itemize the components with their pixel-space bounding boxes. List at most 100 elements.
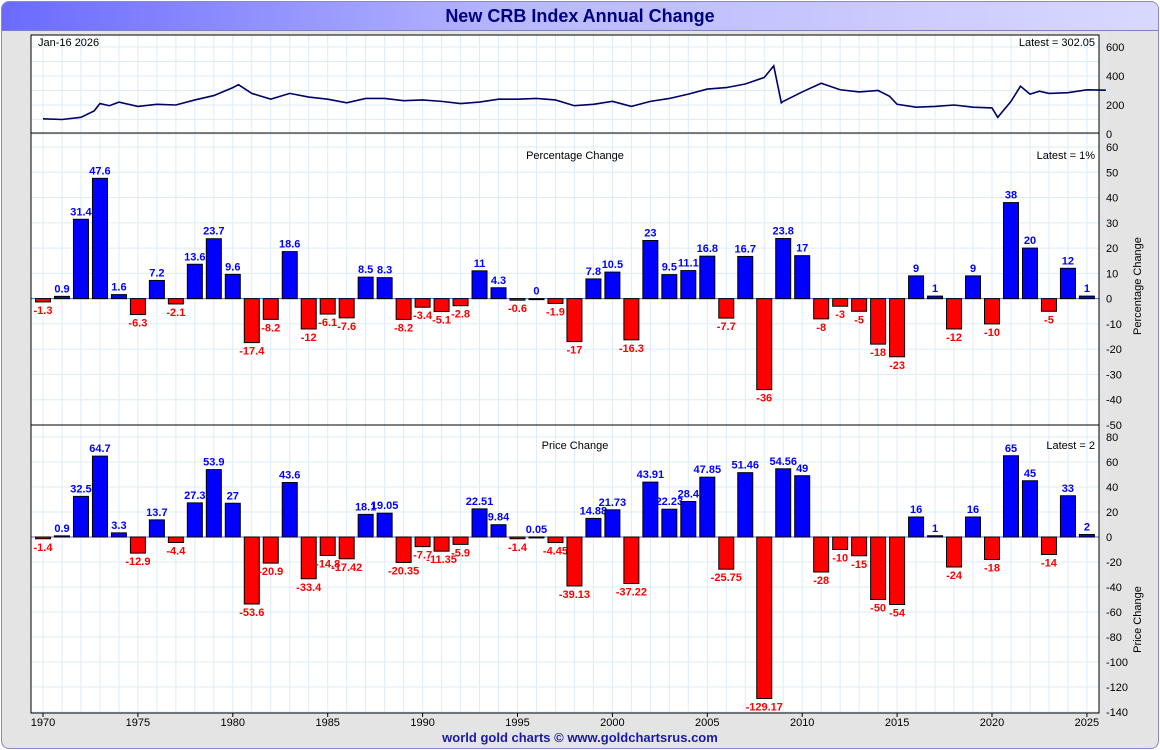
bar-2005 bbox=[699, 255, 716, 300]
bar-2020 bbox=[984, 536, 1000, 560]
bar-label-2004: 11.1 bbox=[678, 258, 699, 270]
bar-1983 bbox=[281, 482, 298, 538]
bar-1986 bbox=[338, 536, 355, 560]
bar-label-1985: -6.1 bbox=[318, 317, 337, 329]
bar-label-1983: 18.6 bbox=[279, 239, 300, 251]
bar-1982 bbox=[262, 298, 279, 320]
bar-label-2025: 2 bbox=[1084, 522, 1090, 534]
bar-2025 bbox=[1078, 295, 1095, 300]
bar-label-1970: -1.3 bbox=[34, 305, 53, 317]
bar-1998 bbox=[566, 298, 583, 343]
bar-1982 bbox=[262, 536, 279, 564]
bar-label-2001: -37.22 bbox=[616, 587, 647, 599]
bar-label-1978: 13.6 bbox=[184, 251, 205, 263]
bar-2012 bbox=[832, 536, 849, 550]
bar-2022 bbox=[1021, 247, 1038, 300]
bar-1991 bbox=[433, 298, 450, 313]
x-tick-label: 2015 bbox=[885, 717, 909, 729]
bar-1971 bbox=[53, 535, 70, 538]
bar-2019 bbox=[965, 275, 982, 300]
bar-1987 bbox=[357, 276, 374, 300]
bar-1994 bbox=[490, 524, 507, 538]
x-tick-label: 2005 bbox=[695, 717, 719, 729]
bar-label-1995: -1.4 bbox=[508, 542, 528, 554]
bar-1972 bbox=[72, 218, 89, 300]
bar-label-2015: -54 bbox=[889, 608, 906, 620]
bar-2018 bbox=[946, 536, 963, 568]
bar-2016 bbox=[908, 275, 925, 300]
bar-1983 bbox=[281, 251, 298, 300]
bar-label-1976: 7.2 bbox=[149, 267, 164, 279]
bar-1979 bbox=[205, 238, 222, 300]
bar-label-1998: -39.13 bbox=[559, 589, 590, 601]
y-tick-label: 40 bbox=[1106, 193, 1118, 205]
bar-label-1987: 8.5 bbox=[358, 264, 373, 276]
bar-label-2006: -25.75 bbox=[711, 572, 742, 584]
bar-label-1989: -20.35 bbox=[388, 565, 419, 577]
y-tick-label: -100 bbox=[1106, 657, 1128, 669]
bar-1974 bbox=[110, 294, 127, 300]
bar-1996 bbox=[528, 298, 545, 301]
bar-label-1979: 53.9 bbox=[203, 457, 224, 469]
y-tick-label: 400 bbox=[1106, 71, 1124, 83]
y-axis-label: Price Change bbox=[1132, 586, 1144, 653]
bar-1988 bbox=[376, 277, 393, 300]
bar-1999 bbox=[585, 278, 602, 300]
bar-label-2023: -5 bbox=[1044, 314, 1054, 326]
bar-1994 bbox=[490, 287, 507, 300]
bar-label-1982: -8.2 bbox=[261, 322, 280, 334]
bar-label-2018: -12 bbox=[946, 332, 962, 344]
bar-1985 bbox=[319, 298, 336, 315]
y-tick-label: 0 bbox=[1106, 129, 1112, 141]
bar-label-1977: -2.1 bbox=[166, 307, 185, 319]
bar-1995 bbox=[509, 536, 526, 540]
bar-label-2003: 9.5 bbox=[662, 262, 677, 274]
bar-1991 bbox=[433, 536, 450, 552]
bar-2006 bbox=[718, 536, 735, 570]
bar-label-2007: 16.7 bbox=[735, 243, 756, 255]
bar-1992 bbox=[452, 536, 469, 545]
bar-1998 bbox=[566, 536, 583, 587]
y-tick-label: -20 bbox=[1106, 344, 1122, 356]
crb-index-line bbox=[42, 64, 1106, 121]
bar-2002 bbox=[642, 240, 659, 300]
bar-label-2019: 9 bbox=[970, 263, 976, 275]
bar-1990 bbox=[414, 298, 431, 308]
bar-label-1972: 32.5 bbox=[70, 483, 91, 495]
bar-label-2007: 51.46 bbox=[731, 460, 759, 472]
bar-label-1988: 19.05 bbox=[371, 500, 399, 512]
bar-label-2018: -24 bbox=[946, 570, 963, 582]
panel-title: Percentage Change bbox=[526, 150, 624, 162]
bar-2021 bbox=[1002, 455, 1019, 538]
bar-1978 bbox=[186, 263, 203, 300]
bar-1975 bbox=[129, 298, 146, 316]
latest-value-label: Latest = 1% bbox=[1037, 150, 1096, 162]
bar-2010 bbox=[794, 475, 811, 538]
bar-label-2025: 1 bbox=[1084, 283, 1090, 295]
bar-1974 bbox=[110, 532, 127, 538]
bar-2001 bbox=[623, 536, 640, 585]
bar-label-1973: 47.6 bbox=[89, 165, 110, 177]
bar-label-1994: 9.84 bbox=[488, 512, 510, 524]
y-tick-label: 60 bbox=[1106, 457, 1118, 469]
bar-2005 bbox=[699, 476, 716, 538]
bar-2003 bbox=[661, 508, 678, 538]
bar-label-1993: 11 bbox=[474, 258, 486, 270]
y-tick-label: 20 bbox=[1106, 243, 1118, 255]
bar-label-2002: 23 bbox=[644, 228, 656, 240]
bar-2014 bbox=[870, 298, 887, 345]
bar-1978 bbox=[186, 502, 203, 538]
bar-1980 bbox=[224, 502, 241, 538]
x-tick-label: 1990 bbox=[410, 717, 434, 729]
bar-label-2005: 47.85 bbox=[694, 464, 722, 476]
bar-label-1987: 18.1 bbox=[355, 501, 376, 513]
bar-1987 bbox=[357, 513, 374, 538]
bar-label-1986: -17.42 bbox=[331, 562, 362, 574]
bar-2022 bbox=[1021, 480, 1038, 538]
bar-1997 bbox=[547, 298, 564, 304]
bar-label-2005: 16.8 bbox=[697, 243, 718, 255]
bar-label-1991: -11.35 bbox=[426, 554, 457, 566]
bar-2015 bbox=[889, 536, 906, 605]
bar-label-1984: -33.4 bbox=[296, 582, 322, 594]
bar-label-2002: 43.91 bbox=[637, 469, 665, 481]
